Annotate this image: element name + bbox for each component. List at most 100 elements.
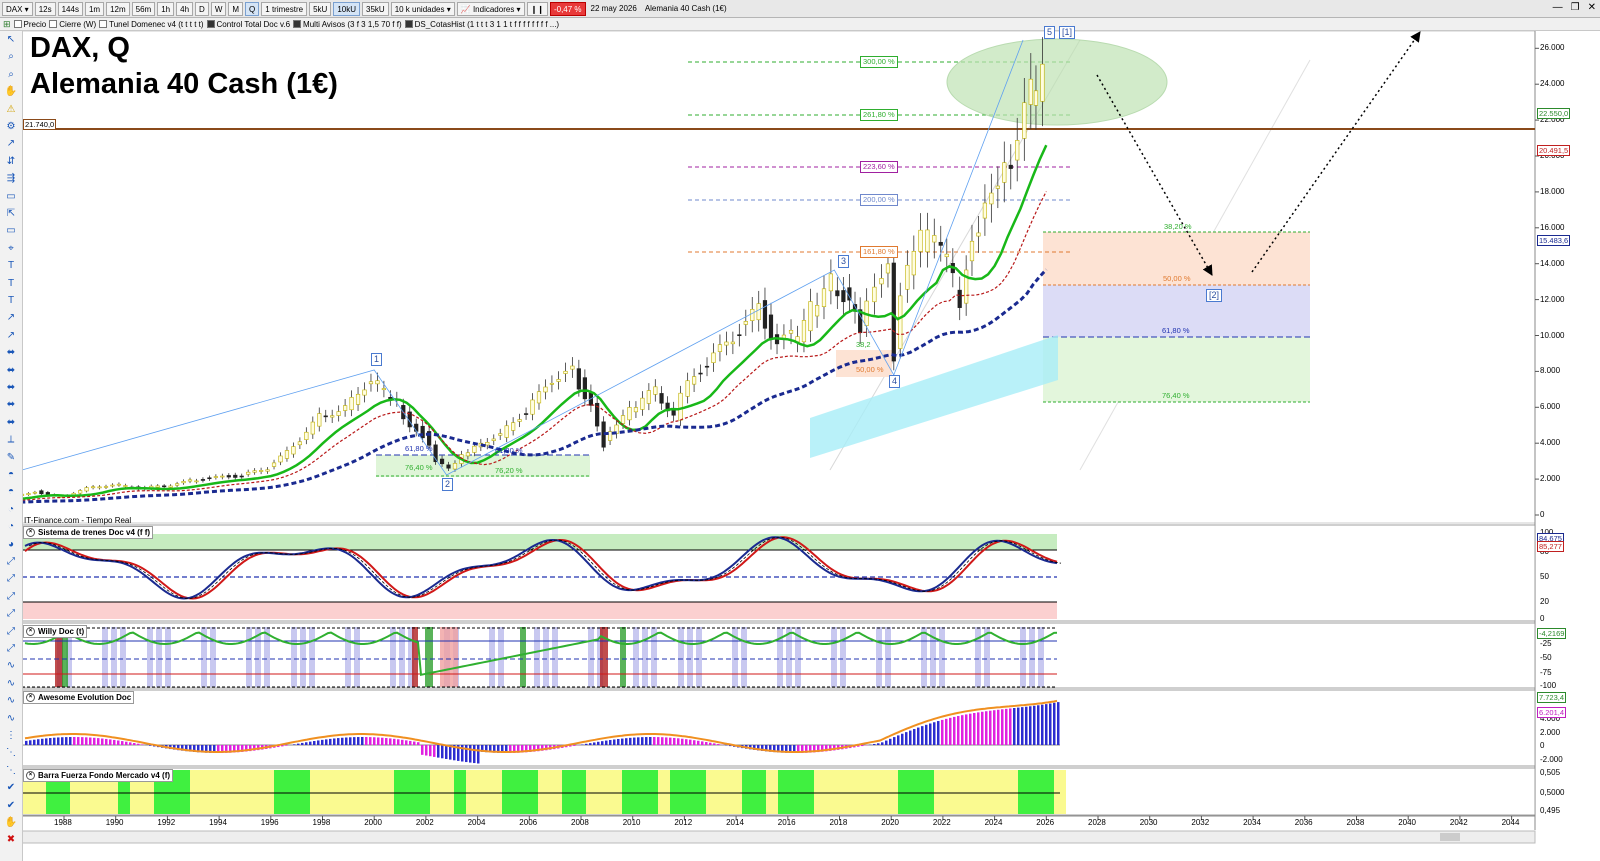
period-select[interactable]: 1 trimestre [261,1,308,16]
timeframe-button-56m[interactable]: 56m [131,1,156,16]
timeframe-button-1h[interactable]: 1h [157,1,175,16]
drawing-tool-icon[interactable]: ⚙ [6,121,16,132]
drawing-tool-icon[interactable]: ⌕ [8,51,14,63]
drawing-tool-icon[interactable]: ◔ [7,503,15,515]
drawing-tool-icon[interactable]: ✋ [4,86,18,98]
drawing-tool-icon[interactable]: ⤢ [7,556,15,567]
close-icon[interactable]: ✕ [1587,2,1596,13]
drawing-tool-icon[interactable]: ⋮ [6,730,16,741]
drawing-tool-icon[interactable]: ◓ [7,469,15,480]
drawing-tool-icon[interactable]: ∿ [6,677,16,689]
x-axis-label: 2002 [415,818,434,827]
fuerza-bar [646,770,658,814]
checkbox[interactable] [99,20,108,28]
drawing-tool-icon[interactable]: ⬌ [6,416,16,428]
drawing-tool-icon[interactable]: ⚠ [6,103,16,115]
maximize-icon[interactable]: ❐ [1570,2,1580,13]
drawing-tool-icon[interactable]: ∿ [6,660,16,672]
timeframe-button-Q[interactable]: Q [245,1,260,16]
drawing-tool-icon[interactable]: ⇶ [6,173,16,185]
willy-band [543,627,549,687]
drawing-tool-icon[interactable]: ⤢ [7,573,15,585]
close-pane-icon[interactable]: × [26,528,35,537]
drawing-tool-icon[interactable]: ✎ [6,451,16,463]
willy-band [390,627,396,687]
pane-willy-title[interactable]: × Willy Doc (t) [23,625,88,638]
drawing-tool-icon[interactable]: ⬌ [6,364,16,376]
drawing-tool-icon[interactable]: ▭ [6,225,16,237]
drawing-tool-icon[interactable]: ⬌ [6,347,16,359]
symbol-select[interactable]: DAX ▾ [2,1,33,16]
drawing-tool-icon[interactable]: ∿ [6,695,16,707]
add-study-icon[interactable]: ⊞ [3,18,11,29]
drawing-tool-icon[interactable]: ⤢ [7,608,15,620]
timeframe-button-12m[interactable]: 12m [106,1,130,16]
drawing-tool-icon[interactable]: ↗ [6,329,16,341]
drawing-tool-icon[interactable]: ↗ [6,138,16,150]
drawing-tool-icon[interactable]: T [7,295,15,306]
minimize-icon[interactable]: — [1552,2,1563,13]
awesome-bar [629,737,632,745]
drawing-tool-icon[interactable]: ◔ [7,521,15,533]
units-button-5kU[interactable]: 5kU [309,1,332,16]
timeframe-button-D[interactable]: D [195,1,209,16]
awesome-bar [109,739,112,745]
drawing-tool-icon[interactable]: ◓ [7,486,15,498]
pane-awesome-title[interactable]: × Awesome Evolution Doc [23,691,135,704]
drawing-tool-icon[interactable]: ⋱ [6,747,16,759]
close-pane-icon[interactable]: × [26,771,35,780]
drawing-tool-icon[interactable]: ⤢ [7,590,15,602]
drawing-tool-icon[interactable]: ↖ [6,34,16,45]
study-toggle[interactable]: Multi Avisos (3 f 3 1,5 70 f f) [293,20,402,29]
drawing-tool-icon[interactable]: ⟂ [7,434,15,446]
study-toggle[interactable]: Control Total Doc v.6 [206,20,290,29]
timeframe-button-M[interactable]: M [228,1,244,16]
checkbox[interactable] [13,20,22,28]
drawing-tool-icon[interactable]: ⌕ [8,68,14,80]
indicators-button[interactable]: 📈 Indicadores ▾ [456,1,525,16]
study-toggle[interactable]: Cierre (W) [49,20,96,29]
checkbox[interactable] [49,20,58,28]
drawing-tool-icon[interactable]: ⋱ [6,764,16,776]
study-toggle[interactable]: Tunel Domenec v4 (t t t t t) [99,20,204,29]
study-toggle[interactable]: DS_CotasHist (1 t t t 3 1 1 t f f f f f … [404,20,559,29]
drawing-tool-icon[interactable]: ✔ [6,799,16,811]
drawing-tool-icon[interactable]: ↗ [6,312,16,324]
drawing-tool-icon[interactable]: ⬌ [6,399,16,411]
drawing-tool-icon[interactable]: ∿ [6,712,16,724]
close-pane-icon[interactable]: × [26,693,35,702]
candle-body [570,365,575,370]
timeframe-button-4h[interactable]: 4h [176,1,194,16]
units-button-35kU[interactable]: 35kU [362,1,389,16]
drawing-tool-icon[interactable]: ⤢ [7,625,15,637]
drawing-tool-icon[interactable]: ⤢ [7,643,15,654]
study-toggle[interactable]: Precio [13,20,46,29]
checkbox[interactable] [293,20,302,28]
drawing-tool-icon[interactable]: ✔ [6,782,16,794]
units-select[interactable]: 10 k unidades ▾ [390,1,455,16]
timeframe-button-1m[interactable]: 1m [84,1,105,16]
drawing-tool-icon[interactable]: T [7,277,15,289]
checkbox[interactable] [206,20,215,28]
drawing-tool-icon[interactable]: ✋ [4,817,18,828]
timeframe-button-144s[interactable]: 144s [57,1,83,16]
drawing-tool-icon[interactable]: ⇵ [6,155,16,167]
pane-barra-title[interactable]: × Barra Fuerza Fondo Mercado v4 (f) [23,769,174,782]
drawing-tool-icon[interactable]: ⬌ [6,382,16,393]
drawing-tool-icon[interactable]: ⌖ [8,242,14,254]
drawing-tool-icon[interactable]: ▭ [6,190,16,202]
timeframe-button-12s[interactable]: 12s [34,1,56,16]
pause-button[interactable]: ❙❙ [526,1,548,16]
drawing-tool-icon[interactable]: ◕ [7,538,15,550]
timeframe-button-W[interactable]: W [210,1,227,16]
drawing-tool-icon[interactable]: T [7,260,15,272]
pane-trenes-title[interactable]: × Sistema de trenes Doc v4 (f f) [23,526,154,539]
drawing-tool-icon[interactable]: ⇱ [6,208,16,219]
fuerza-bar [274,770,286,814]
drawing-tool-icon[interactable]: ✖ [6,834,16,846]
fib-extension-label: 161,80 % [860,246,898,258]
checkbox[interactable] [404,20,413,28]
close-pane-icon[interactable]: × [26,627,35,636]
units-button-10kU[interactable]: 10kU [333,1,360,16]
